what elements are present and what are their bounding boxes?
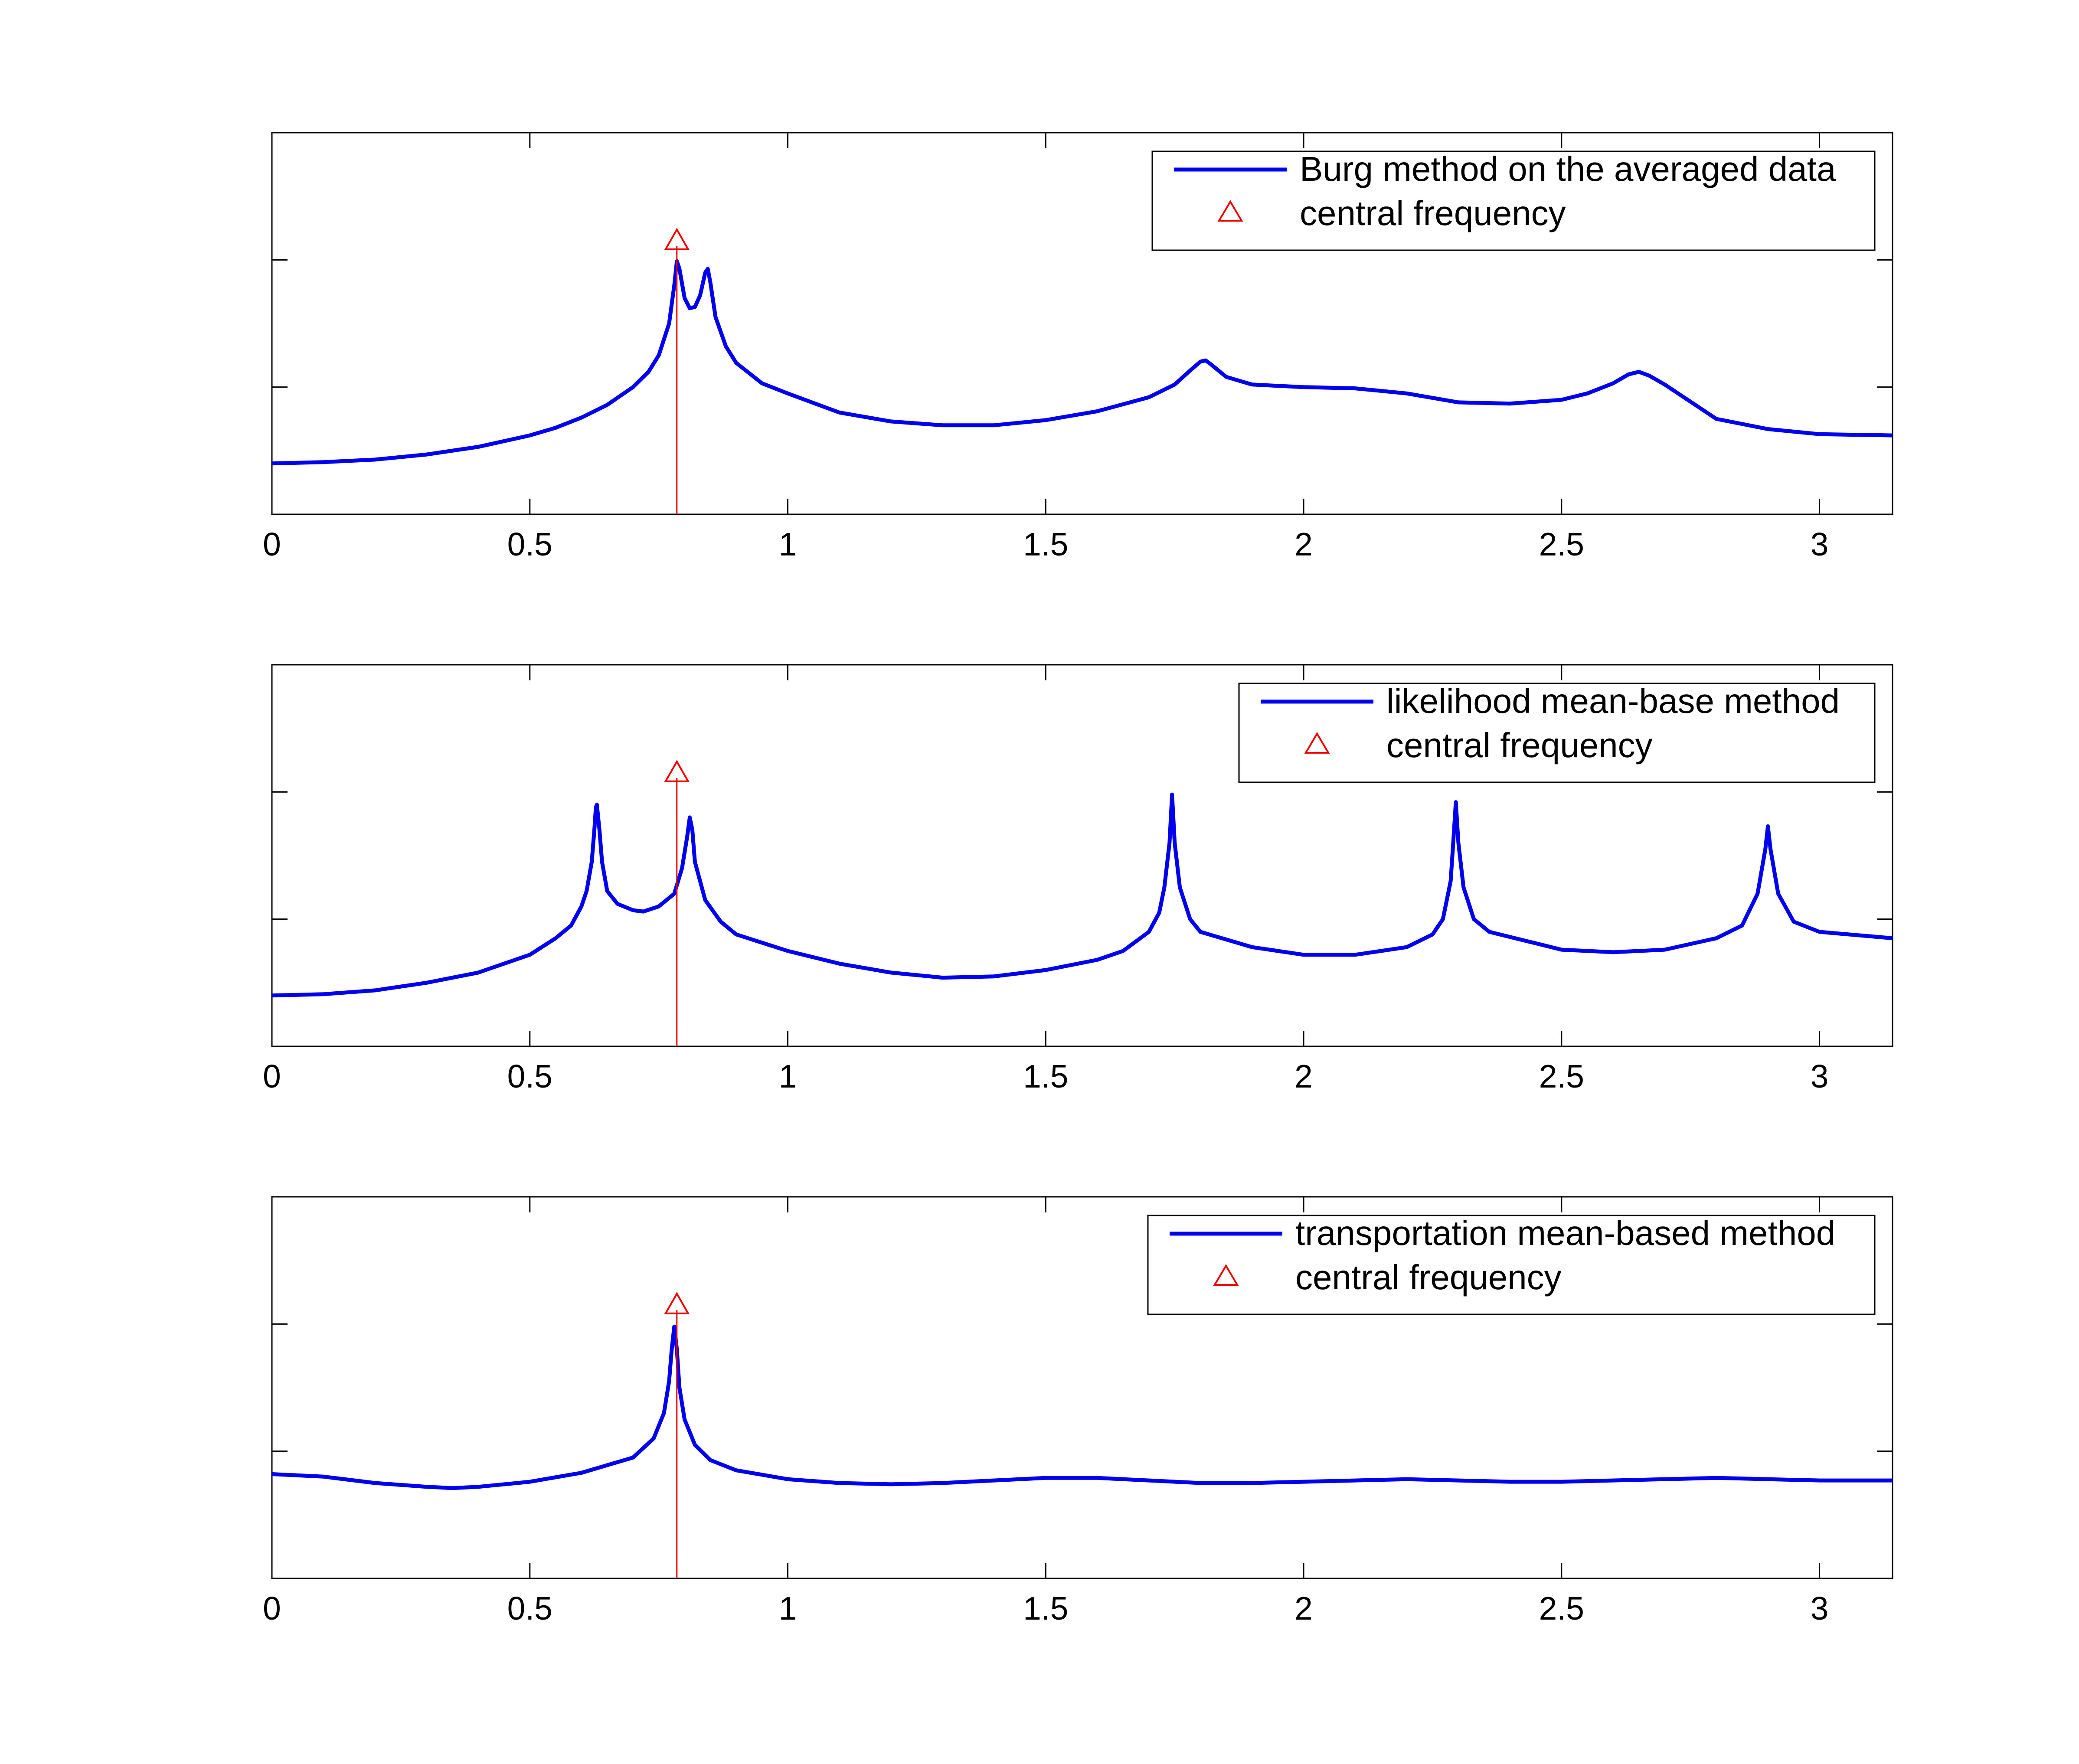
x-tick-label: 0.5 (507, 1058, 552, 1094)
x-tick-label: 2.5 (1539, 1058, 1584, 1094)
legend-triangle-swatch (1213, 1264, 1239, 1286)
legend-entry-spectrum: Burg method on the averaged data (1300, 150, 1836, 188)
x-tick-label: 0 (263, 526, 281, 562)
legend-entry-spectrum: transportation mean-based method (1295, 1214, 1835, 1252)
x-tick-label: 0 (263, 1058, 281, 1094)
legend-entry-spectrum: likelihood mean-base method (1386, 682, 1840, 720)
legend-entry-central-frequency: central frequency (1386, 726, 1653, 764)
central-frequency-marker (664, 228, 690, 250)
axes-frame (271, 664, 1893, 1047)
x-tick-label: 3 (1811, 1058, 1829, 1094)
legend: transportation mean-based method central … (1147, 1214, 1876, 1315)
spectrum-line (272, 259, 1893, 466)
x-tick-label: 0.5 (507, 1590, 552, 1627)
x-tick-label: 0 (263, 1590, 281, 1627)
x-tick-label: 1 (779, 526, 797, 562)
x-tick-label: 3 (1811, 526, 1829, 562)
x-tick-label: 0.5 (507, 526, 552, 562)
axes-frame (271, 132, 1893, 515)
x-tick-label: 2.5 (1539, 1590, 1584, 1627)
x-tick-label: 1 (779, 1058, 797, 1094)
x-tick-label: 2 (1294, 526, 1313, 562)
x-tick-label: 2.5 (1539, 526, 1584, 562)
subplot-1: 0 0.5 1 1.5 2 2.5 3 Burg method on the averaged… (263, 132, 1893, 562)
x-tick-label: 1.5 (1023, 1058, 1068, 1094)
axes-frame (271, 1196, 1893, 1579)
x-tick-label: 2 (1294, 1058, 1313, 1094)
legend-entry-central-frequency: central frequency (1295, 1258, 1562, 1297)
central-frequency-marker (664, 760, 690, 782)
x-tick-label: 1 (779, 1590, 797, 1627)
legend-entry-central-frequency: central frequency (1300, 194, 1566, 232)
legend-triangle-swatch (1304, 732, 1330, 754)
spectrum-line (272, 792, 1893, 998)
spectrum-line (272, 1324, 1893, 1490)
legend-triangle-swatch (1217, 200, 1243, 222)
x-tick-label: 2 (1294, 1590, 1313, 1627)
legend: Burg method on the averaged data central … (1151, 150, 1876, 251)
subplot-3: 0 0.5 1 1.5 2 2.5 3 transportation mean-based m… (263, 1196, 1893, 1627)
x-tick-label: 3 (1811, 1590, 1829, 1627)
legend: likelihood mean-base method central frequ… (1238, 682, 1876, 783)
x-tick-label: 1.5 (1023, 526, 1068, 562)
central-frequency-marker (664, 1292, 690, 1314)
subplot-2: 0 0.5 1 1.5 2 2.5 3 likelihood mean-base method… (263, 664, 1893, 1094)
x-tick-label: 1.5 (1023, 1590, 1068, 1627)
